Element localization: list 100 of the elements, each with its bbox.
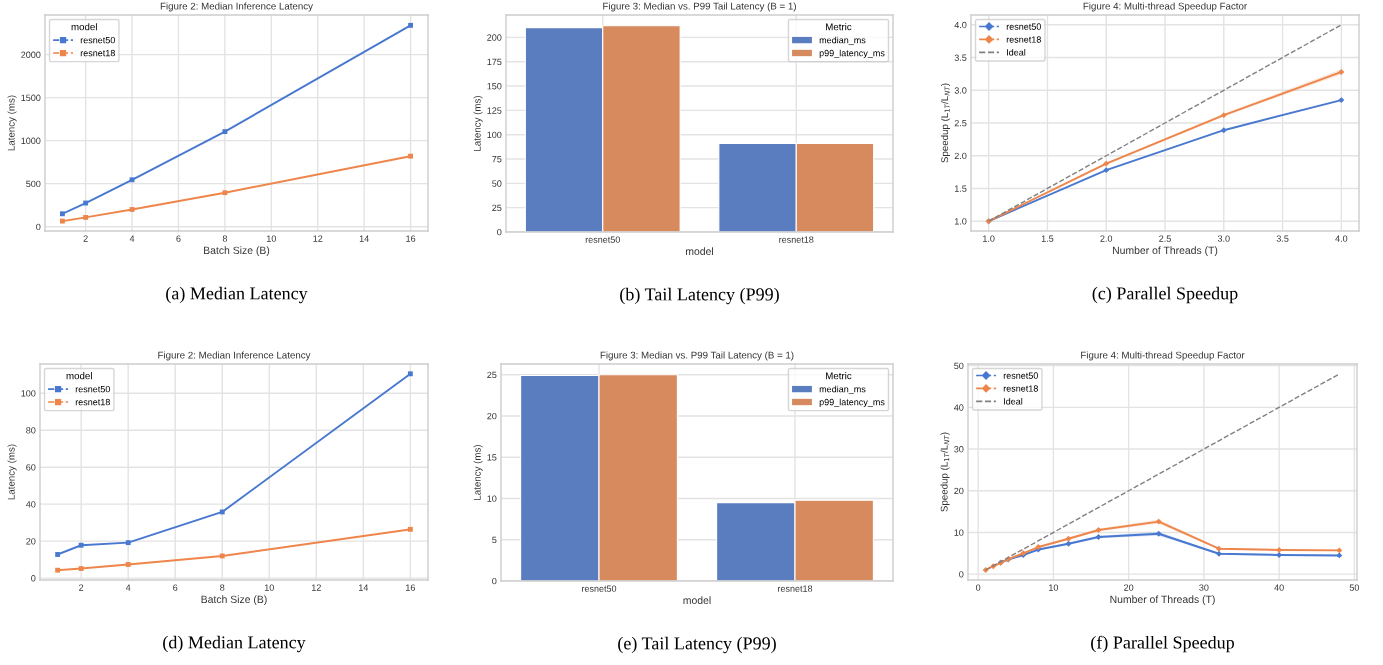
y-axis-title: Latency (ms): [7, 95, 17, 151]
legend-label: resnet50: [75, 385, 110, 393]
y-tick-label: 25: [492, 204, 502, 212]
text: (b) Tail Latency (P99): [620, 287, 779, 305]
legend-label: median_ms: [819, 36, 866, 46]
x-tick-label: 1.5: [1041, 235, 1054, 242]
x-tick-label: 10: [264, 584, 274, 591]
x-tick-label: 1.0: [983, 235, 995, 242]
x-tick-label: 40: [1274, 584, 1284, 591]
y-tick-label: 10: [954, 529, 964, 536]
y-tick-label: 0: [959, 571, 964, 578]
y-tick-label: 100: [21, 390, 36, 397]
legend-label: resnet50: [80, 36, 115, 44]
y-tick-label: 2000: [21, 51, 41, 58]
y-tick-label: 500: [26, 180, 41, 188]
x-tick-label: resnet50: [582, 585, 617, 592]
legend-label: p99_latency_ms: [819, 49, 885, 59]
x-tick-label: 20: [1124, 584, 1134, 591]
y-tick-label: 30: [954, 446, 964, 453]
y-tick-label: 20: [487, 412, 497, 420]
y-tick-label: 20: [26, 538, 36, 545]
chart-title: Figure 3: Median vs. P99 Tail Latency (B = 1): [603, 2, 796, 12]
text: (d) Median Latency: [163, 635, 306, 653]
x-tick-label: 4: [125, 584, 131, 591]
y-tick-label: 10: [487, 495, 497, 502]
legend-label: Ideal: [1007, 48, 1026, 56]
y-tick-label: 0: [31, 575, 36, 582]
legend-label: median_ms: [819, 385, 866, 395]
y-axis-title: Latency (ms): [473, 445, 483, 500]
x-tick-label: 3.5: [1276, 235, 1289, 242]
y-axis-title: Latency (ms): [7, 444, 17, 500]
legend-title: model: [66, 372, 92, 380]
y-tick-label: 0: [36, 223, 41, 231]
y-tick-label: 0: [497, 228, 502, 236]
x-axis-title: Number of Threads (T): [1112, 246, 1218, 257]
x-tick-label: resnet18: [778, 585, 813, 592]
legend-label: resnet18: [1003, 385, 1038, 392]
chart-title: Figure 4: Multi-thread Speedup Factor: [1081, 351, 1245, 361]
chart-title: Figure 4: Multi-thread Speedup Factor: [1083, 2, 1247, 12]
x-tick-label: 6: [173, 584, 178, 591]
y-tick-label: 2.5: [954, 119, 967, 127]
y-axis-title: Speedup (L$_{1T}$/L$_{NT}$): [940, 432, 950, 512]
x-tick-label: 16: [406, 235, 416, 242]
chart-title: Figure 3: Median vs. P99 Tail Latency (B = 1): [600, 351, 794, 361]
x-tick-label: 8: [220, 584, 225, 591]
legend-label: Ideal: [1004, 397, 1023, 405]
x-tick-label: 16: [406, 584, 415, 591]
x-tick-label: 14: [359, 235, 369, 242]
x-tick-label: 8: [222, 235, 228, 242]
x-tick-label: 2: [79, 584, 84, 591]
x-tick-label: 4.0: [1335, 235, 1348, 242]
x-tick-label: 10: [1049, 584, 1059, 591]
y-axis-title: Speedup (L$_{1T}$/L$_{NT}$): [940, 83, 951, 163]
legend-label: resnet50: [1003, 372, 1038, 379]
legend-title: model: [71, 23, 97, 31]
x-tick-label: 50: [1349, 584, 1360, 591]
x-tick-label: 12: [313, 235, 323, 242]
text: (c) Parallel Speedup: [1092, 286, 1238, 304]
y-axis-title: Latency (ms): [473, 96, 483, 151]
text: (e) Tail Latency (P99): [618, 636, 776, 654]
x-tick-label: 10: [266, 235, 276, 242]
y-tick-label: 4.0: [954, 21, 967, 29]
text: (a) Median Latency: [166, 286, 308, 304]
x-tick-label: 14: [359, 584, 369, 591]
x-tick-label: 12: [311, 584, 321, 591]
legend-title: Metric: [826, 23, 852, 31]
y-tick-label: 60: [26, 464, 36, 471]
x-axis-title: Number of Threads (T): [1110, 595, 1215, 606]
x-tick-label: 3.0: [1217, 235, 1230, 242]
y-tick-label: 200: [487, 34, 502, 41]
x-tick-label: resnet18: [779, 236, 814, 243]
y-tick-label: 50: [492, 180, 502, 187]
y-tick-label: 175: [487, 58, 502, 66]
y-tick-label: 100: [487, 131, 502, 139]
legend-title: Metric: [826, 372, 852, 380]
x-axis-title: model: [683, 596, 711, 605]
y-tick-label: 1.0: [954, 218, 967, 225]
y-tick-label: 1500: [21, 94, 41, 101]
chart-title: Figure 2: Median Inference Latency: [160, 2, 313, 12]
legend-label: p99_latency_ms: [819, 398, 885, 408]
y-tick-label: 3.5: [954, 54, 967, 61]
legend-label: resnet50: [1006, 23, 1041, 30]
text: (f) Parallel Speedup: [1091, 635, 1234, 653]
y-tick-label: 25: [487, 371, 497, 379]
y-tick-label: 40: [954, 404, 964, 411]
y-tick-label: 1.5: [954, 185, 967, 192]
x-tick-label: 2.5: [1159, 235, 1171, 242]
y-tick-label: 150: [487, 83, 502, 90]
y-tick-label: 20: [954, 487, 964, 495]
y-tick-label: 80: [26, 427, 36, 434]
y-tick-label: 75: [492, 156, 502, 163]
y-tick-label: 1000: [21, 137, 41, 144]
x-axis-title: Batch Size (B): [204, 246, 270, 257]
legend-label: resnet18: [80, 49, 115, 57]
x-axis-title: model: [686, 247, 713, 256]
y-tick-label: 50: [954, 362, 964, 370]
x-tick-label: 4: [129, 235, 135, 242]
x-tick-label: 2: [83, 235, 88, 242]
x-axis-title: Batch Size (B): [201, 595, 267, 606]
chart-title: Figure 2: Median Inference Latency: [158, 351, 311, 361]
